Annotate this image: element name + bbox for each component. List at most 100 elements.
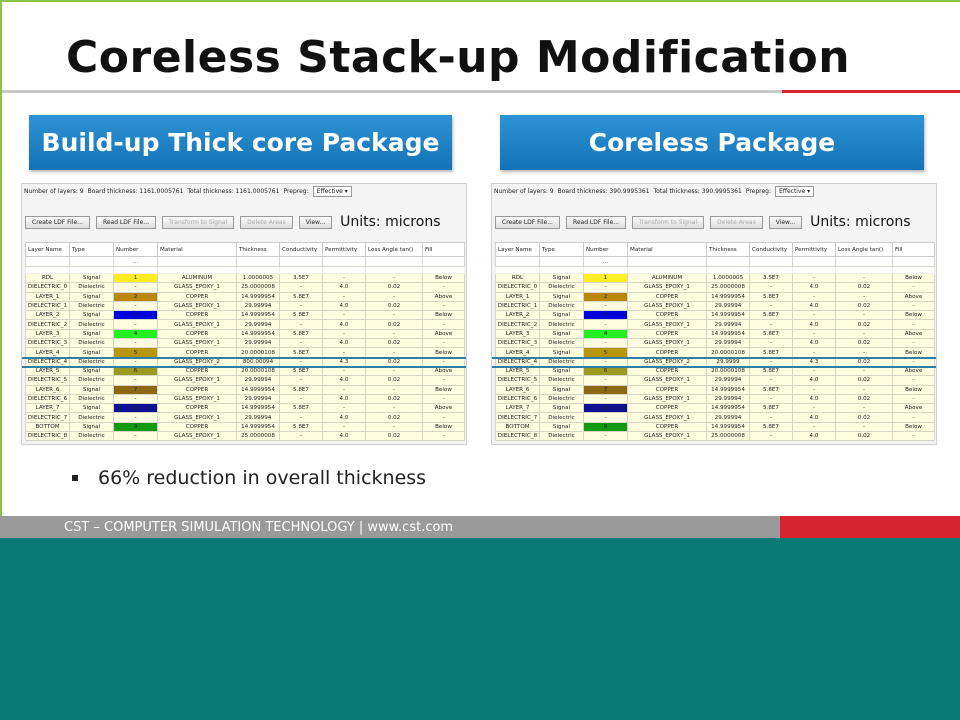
table-row[interactable]: LAYER_1 Signal 2 COPPER 14.9999954 5.8E7- - Abo… <box>25 291 465 302</box>
layer-count: Number of layers: 9 <box>24 188 84 195</box>
table-row[interactable]: DIELECTRIC_2 Dielectric - GLASS_EPOXY_1 29.9… <box>25 319 465 330</box>
cell-cond: 5.8E7 <box>749 310 793 321</box>
table-row[interactable]: DIELECTRIC_5 Dielectric - GLASS_EPOXY_1 29.9… <box>25 375 465 386</box>
filter-cell[interactable] <box>835 256 893 267</box>
create-ldf-button[interactable]: Create LDF File... <box>495 215 560 229</box>
table-row[interactable]: LAYER_4 Signal 5 COPPER 20.0000108 5.8E7- - Bel… <box>495 347 935 358</box>
column-header[interactable]: Loss Angle tan() <box>365 242 423 257</box>
column-header[interactable]: Conductivity <box>279 242 323 257</box>
table-row[interactable]: DIELECTRIC_7 Dielectric - GLASS_EPOXY_1 29.9… <box>495 412 935 423</box>
filter-cell[interactable] <box>236 256 280 267</box>
total-thickness: Total thickness: 390.9995361 <box>653 188 742 195</box>
table-row[interactable]: LAYER_4 Signal 5 COPPER 20.0000108 5.8E7- - Bel… <box>25 347 465 358</box>
filter-cell[interactable] <box>495 256 540 267</box>
cell-perm: - <box>322 403 366 414</box>
filter-cell[interactable] <box>892 256 935 267</box>
cell-cond: 5.8E7 <box>749 403 793 414</box>
column-header[interactable]: Number <box>583 242 628 257</box>
filter-cell[interactable] <box>792 256 836 267</box>
cell-name: LAYER_1 <box>495 291 540 302</box>
column-header[interactable]: Number <box>113 242 158 257</box>
table-row[interactable]: LAYER_7 Signal 8 COPPER 14.9999954 5.8E7- - Abo… <box>25 403 465 414</box>
cell-name: LAYER_1 <box>25 291 70 302</box>
table-row[interactable]: LAYER_2 Signal 3 COPPER 14.9999954 5.8E7- - Bel… <box>25 310 465 321</box>
table-row[interactable]: LAYER_2 Signal 3 COPPER 14.9999954 5.8E7- - Bel… <box>495 310 935 321</box>
column-header[interactable]: Material <box>627 242 707 257</box>
column-header[interactable]: Layer Name <box>495 242 540 257</box>
table-row[interactable]: DIELECTRIC_8 Dielectric - GLASS_EPOXY_1 25.0… <box>25 431 465 442</box>
bullet-marker <box>72 475 78 481</box>
table-row[interactable]: DIELECTRIC_1 Dielectric - GLASS_EPOXY_1 29.9… <box>495 300 935 312</box>
table-row[interactable]: DIELECTRIC_3 Dielectric - GLASS_EPOXY_1 29.9… <box>25 338 465 349</box>
create-ldf-button[interactable]: Create LDF File... <box>25 215 90 229</box>
cell-material: GLASS_EPOXY_1 <box>627 375 707 386</box>
filter-cell[interactable] <box>365 256 423 267</box>
cell-perm: - <box>792 291 836 302</box>
filter-cell[interactable] <box>706 256 750 267</box>
column-header[interactable]: Layer Name <box>25 242 70 257</box>
table-row[interactable]: DIELECTRIC_6 Dielectric - GLASS_EPOXY_1 29.9… <box>25 393 465 405</box>
column-header[interactable]: Permittivity <box>792 242 836 257</box>
cell-thickness: 14.9999954 <box>236 310 280 321</box>
filter-cell[interactable] <box>157 256 237 267</box>
transform-to-signal-button[interactable]: Transform to Signal <box>162 215 235 229</box>
table-row[interactable]: BOTTOM Signal 9 COPPER 14.9999954 5.8E7- - Belo… <box>25 421 465 433</box>
filter-cell[interactable] <box>279 256 323 267</box>
table-row[interactable]: LAYER_3 Signal 4 COPPER 14.9999954 5.8E7- - Abo… <box>495 328 935 340</box>
table-row[interactable]: DIELECTRIC_0 Dielectric - GLASS_EPOXY_1 25.0… <box>495 282 935 293</box>
delete-areas-button[interactable]: Delete Areas <box>240 215 293 229</box>
table-row[interactable]: DIELECTRIC_2 Dielectric - GLASS_EPOXY_1 29.9… <box>495 319 935 330</box>
prepreg-select[interactable]: Effective ▾ <box>775 186 815 197</box>
table-row[interactable]: LAYER_1 Signal 2 COPPER 14.9999954 5.8E7- - Abo… <box>495 291 935 302</box>
table-row[interactable]: DIELECTRIC_1 Dielectric - GLASS_EPOXY_1 29.9… <box>25 300 465 312</box>
transform-to-signal-button[interactable]: Transform to Signal <box>632 215 705 229</box>
column-header[interactable]: Permittivity <box>322 242 366 257</box>
read-ldf-button[interactable]: Read LDF File... <box>565 215 627 229</box>
spacer-cell <box>365 266 423 274</box>
table-row[interactable]: DIELECTRIC_3 Dielectric - GLASS_EPOXY_1 29.9… <box>495 338 935 349</box>
table-row[interactable]: DIELECTRIC_8 Dielectric - GLASS_EPOXY_1 25.0… <box>495 431 935 442</box>
cell-type: Signal <box>69 347 114 358</box>
column-header[interactable]: Fill <box>422 242 465 257</box>
table-row[interactable]: DIELECTRIC_7 Dielectric - GLASS_EPOXY_1 29.9… <box>25 412 465 423</box>
table-row[interactable]: LAYER_5 Signal 6 COPPER 20.0000108 5.8E7- - Abo… <box>495 365 935 377</box>
table-row[interactable]: LAYER_6 Signal 7 COPPER 14.9999954 5.8E7- - Bel… <box>495 384 935 395</box>
column-header[interactable]: Type <box>69 242 114 257</box>
column-header[interactable]: Material <box>157 242 237 257</box>
column-header[interactable]: Conductivity <box>749 242 793 257</box>
column-header[interactable]: Fill <box>892 242 935 257</box>
read-ldf-button[interactable]: Read LDF File... <box>95 215 157 229</box>
table-row[interactable]: DIELECTRIC_0 Dielectric - GLASS_EPOXY_1 25.0… <box>25 282 465 293</box>
cell-thickness: 1.0000005 <box>706 272 750 284</box>
filter-cell[interactable] <box>749 256 793 267</box>
table-row[interactable]: RDL Signal 1 ALUMINUM 1.0000005 3.5E7- - Below <box>495 272 935 284</box>
cell-cond: - <box>749 319 793 330</box>
filter-cell[interactable] <box>69 256 114 267</box>
view-button[interactable]: View... <box>298 215 333 229</box>
filter-cell[interactable] <box>25 256 70 267</box>
column-header[interactable]: Thickness <box>706 242 750 257</box>
view-button[interactable]: View... <box>768 215 803 229</box>
filter-cell[interactable] <box>322 256 366 267</box>
filter-cell[interactable]: ... <box>113 256 158 267</box>
table-row[interactable]: DIELECTRIC_6 Dielectric - GLASS_EPOXY_1 29.9… <box>495 393 935 405</box>
table-row[interactable]: LAYER_6 Signal 7 COPPER 14.9999954 5.8E7- - Bel… <box>25 384 465 395</box>
prepreg-select[interactable]: Effective ▾ <box>312 186 352 197</box>
cell-perm: 4.0 <box>322 300 366 312</box>
table-row[interactable]: LAYER_3 Signal 4 COPPER 14.9999954 5.8E7- - Abo… <box>25 328 465 340</box>
filter-cell[interactable] <box>539 256 584 267</box>
cell-material: GLASS_EPOXY_1 <box>157 412 237 423</box>
filter-cell[interactable] <box>422 256 465 267</box>
column-header[interactable]: Type <box>539 242 584 257</box>
column-header[interactable]: Loss Angle tan() <box>835 242 893 257</box>
table-row[interactable]: RDL Signal 1 ALUMINUM 1.0000005 3.5E7- - Below <box>25 272 465 284</box>
delete-areas-button[interactable]: Delete Areas <box>710 215 763 229</box>
table-row[interactable]: BOTTOM Signal 9 COPPER 14.9999954 5.8E7- - Belo… <box>495 421 935 433</box>
spacer-cell <box>279 266 323 274</box>
table-row[interactable]: LAYER_7 Signal 8 COPPER 14.9999954 5.8E7- - Abo… <box>495 403 935 414</box>
table-row[interactable]: DIELECTRIC_5 Dielectric - GLASS_EPOXY_1 29.9… <box>495 375 935 386</box>
cell-thickness: 25.0000008 <box>236 431 280 442</box>
filter-cell[interactable]: ... <box>583 256 628 267</box>
column-header[interactable]: Thickness <box>236 242 280 257</box>
filter-cell[interactable] <box>627 256 707 267</box>
